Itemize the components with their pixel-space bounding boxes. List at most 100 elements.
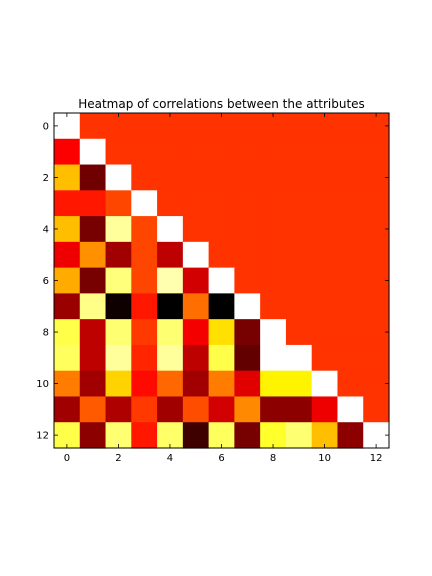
heatmap-cell bbox=[54, 319, 81, 346]
heatmap-cell bbox=[337, 293, 364, 320]
heatmap-cell bbox=[105, 241, 132, 269]
heatmap-cell bbox=[157, 293, 184, 320]
heatmap-cell bbox=[105, 344, 132, 372]
heatmap-cell bbox=[157, 113, 184, 140]
heatmap-cell bbox=[182, 370, 210, 398]
y-tick-label: 0 bbox=[43, 121, 49, 132]
heatmap-cell bbox=[79, 113, 107, 140]
heatmap-cell bbox=[105, 190, 132, 217]
x-tick-label: 4 bbox=[167, 453, 173, 464]
heatmap-cell bbox=[208, 241, 235, 269]
heatmap-cell bbox=[208, 164, 235, 191]
heatmap-cell bbox=[208, 190, 235, 217]
heatmap-cell bbox=[285, 344, 313, 372]
heatmap-cell bbox=[363, 344, 390, 372]
heatmap-cell bbox=[131, 396, 158, 423]
heatmap-cell bbox=[311, 216, 339, 243]
heatmap-cell bbox=[131, 216, 158, 243]
heatmap-cell bbox=[363, 138, 390, 166]
heatmap-cell bbox=[234, 190, 261, 217]
y-tick-label: 2 bbox=[43, 173, 49, 184]
x-tick-label: 10 bbox=[318, 453, 331, 464]
heatmap-cell bbox=[182, 293, 210, 320]
heatmap-cell bbox=[260, 113, 287, 140]
heatmap-cell bbox=[208, 344, 235, 372]
heatmap-cell bbox=[131, 344, 158, 372]
heatmap-cell bbox=[79, 164, 107, 191]
heatmap-cell bbox=[260, 164, 287, 191]
heatmap-cell bbox=[208, 138, 235, 166]
heatmap-cell bbox=[131, 267, 158, 294]
heatmap-cell bbox=[182, 267, 210, 294]
heatmap-cell bbox=[131, 164, 158, 191]
heatmap-cell bbox=[79, 422, 107, 449]
heatmap-cell bbox=[337, 190, 364, 217]
heatmap-cell bbox=[182, 113, 210, 140]
heatmap-cell bbox=[54, 190, 81, 217]
heatmap-cell bbox=[131, 319, 158, 346]
heatmap-cell bbox=[208, 396, 235, 423]
y-tick-label: 4 bbox=[43, 224, 49, 235]
heatmap-cell bbox=[311, 370, 339, 398]
heatmap-cell bbox=[234, 113, 261, 140]
heatmap-cell bbox=[157, 370, 184, 398]
heatmap-cell bbox=[182, 319, 210, 346]
heatmap-cell bbox=[79, 241, 107, 269]
y-tick-label: 10 bbox=[36, 379, 49, 390]
heatmap-cell bbox=[182, 422, 210, 449]
heatmap-cell bbox=[79, 267, 107, 294]
heatmap-cell bbox=[131, 138, 158, 166]
heatmap-cell bbox=[337, 422, 364, 449]
heatmap-cell bbox=[54, 344, 81, 372]
heatmap-cell bbox=[260, 319, 287, 346]
heatmap-cell bbox=[337, 396, 364, 423]
heatmap-cell bbox=[54, 164, 81, 191]
heatmap-cell bbox=[157, 241, 184, 269]
heatmap-cells bbox=[54, 113, 390, 449]
heatmap-cell bbox=[131, 293, 158, 320]
heatmap-cell bbox=[234, 164, 261, 191]
heatmap-cell bbox=[79, 216, 107, 243]
heatmap-cell bbox=[79, 138, 107, 166]
heatmap-cell bbox=[157, 319, 184, 346]
heatmap-cell bbox=[54, 267, 81, 294]
heatmap-cell bbox=[363, 241, 390, 269]
heatmap-cell bbox=[54, 396, 81, 423]
heatmap-cell bbox=[337, 267, 364, 294]
heatmap-cell bbox=[234, 344, 261, 372]
heatmap-cell bbox=[182, 138, 210, 166]
heatmap-cell bbox=[182, 164, 210, 191]
x-tick-label: 0 bbox=[64, 453, 70, 464]
heatmap-cell bbox=[234, 267, 261, 294]
heatmap-cell bbox=[311, 113, 339, 140]
heatmap-cell bbox=[79, 293, 107, 320]
heatmap-cell bbox=[337, 138, 364, 166]
y-axis: 0 2 4 6 8 10 12 bbox=[36, 121, 389, 442]
heatmap-cell bbox=[363, 190, 390, 217]
x-tick-label: 6 bbox=[218, 453, 224, 464]
heatmap-cell bbox=[182, 216, 210, 243]
heatmap-cell bbox=[285, 396, 313, 423]
heatmap-cell bbox=[105, 293, 132, 320]
heatmap-cell bbox=[260, 396, 287, 423]
heatmap-cell bbox=[285, 190, 313, 217]
y-tick-label: 12 bbox=[36, 431, 49, 442]
heatmap-cell bbox=[157, 216, 184, 243]
heatmap-cell bbox=[337, 164, 364, 191]
heatmap-cell bbox=[157, 138, 184, 166]
heatmap-cell bbox=[208, 319, 235, 346]
heatmap-cell bbox=[54, 293, 81, 320]
heatmap-cell bbox=[54, 216, 81, 243]
heatmap-cell bbox=[105, 113, 132, 140]
heatmap-cell bbox=[234, 293, 261, 320]
heatmap-cell bbox=[131, 370, 158, 398]
heatmap-cell bbox=[260, 370, 287, 398]
heatmap-cell bbox=[105, 216, 132, 243]
heatmap-cell bbox=[260, 344, 287, 372]
x-tick-label: 12 bbox=[370, 453, 383, 464]
heatmap-cell bbox=[363, 293, 390, 320]
heatmap-cell bbox=[105, 319, 132, 346]
heatmap-cell bbox=[79, 396, 107, 423]
heatmap-cell bbox=[337, 113, 364, 140]
